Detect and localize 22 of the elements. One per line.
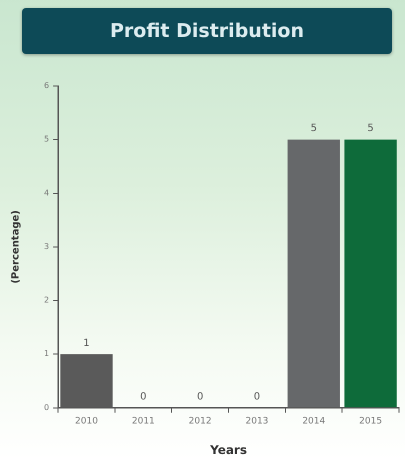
data-label: 0: [140, 391, 147, 402]
x-tick-label: 2010: [75, 416, 98, 427]
y-tick-label: 3: [44, 242, 50, 251]
y-tick-label: 4: [44, 188, 50, 198]
y-tick-label: 0: [44, 402, 50, 412]
data-label: 0: [254, 391, 260, 402]
x-tick-label: 2015: [359, 416, 382, 427]
y-tick-label: 1: [44, 349, 50, 358]
y-tick-label: 2: [44, 296, 50, 305]
x-tick-label: 2014: [302, 416, 326, 427]
data-label: 0: [196, 391, 204, 402]
data-label: 5: [367, 123, 374, 134]
x-tick-label: 2011: [132, 416, 155, 427]
y-tick-label: 5: [44, 134, 50, 144]
y-tick-label: 6: [44, 81, 50, 90]
x-tick-label: 2013: [246, 416, 268, 427]
data-label: 5: [310, 123, 317, 134]
x-tick-label: 2012: [188, 416, 212, 427]
data-label: 1: [83, 338, 90, 349]
y-axis-title: (Percentage): [10, 210, 22, 284]
x-axis-title: Years: [209, 442, 247, 457]
chart-title: Profit Distribution: [22, 8, 392, 54]
